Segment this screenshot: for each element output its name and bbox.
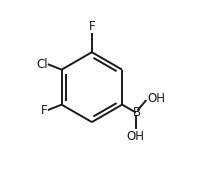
Text: B: B	[133, 106, 141, 119]
Text: Cl: Cl	[36, 58, 48, 71]
Text: OH: OH	[147, 92, 165, 105]
Text: F: F	[89, 20, 95, 33]
Text: F: F	[41, 104, 48, 117]
Text: OH: OH	[127, 130, 145, 143]
